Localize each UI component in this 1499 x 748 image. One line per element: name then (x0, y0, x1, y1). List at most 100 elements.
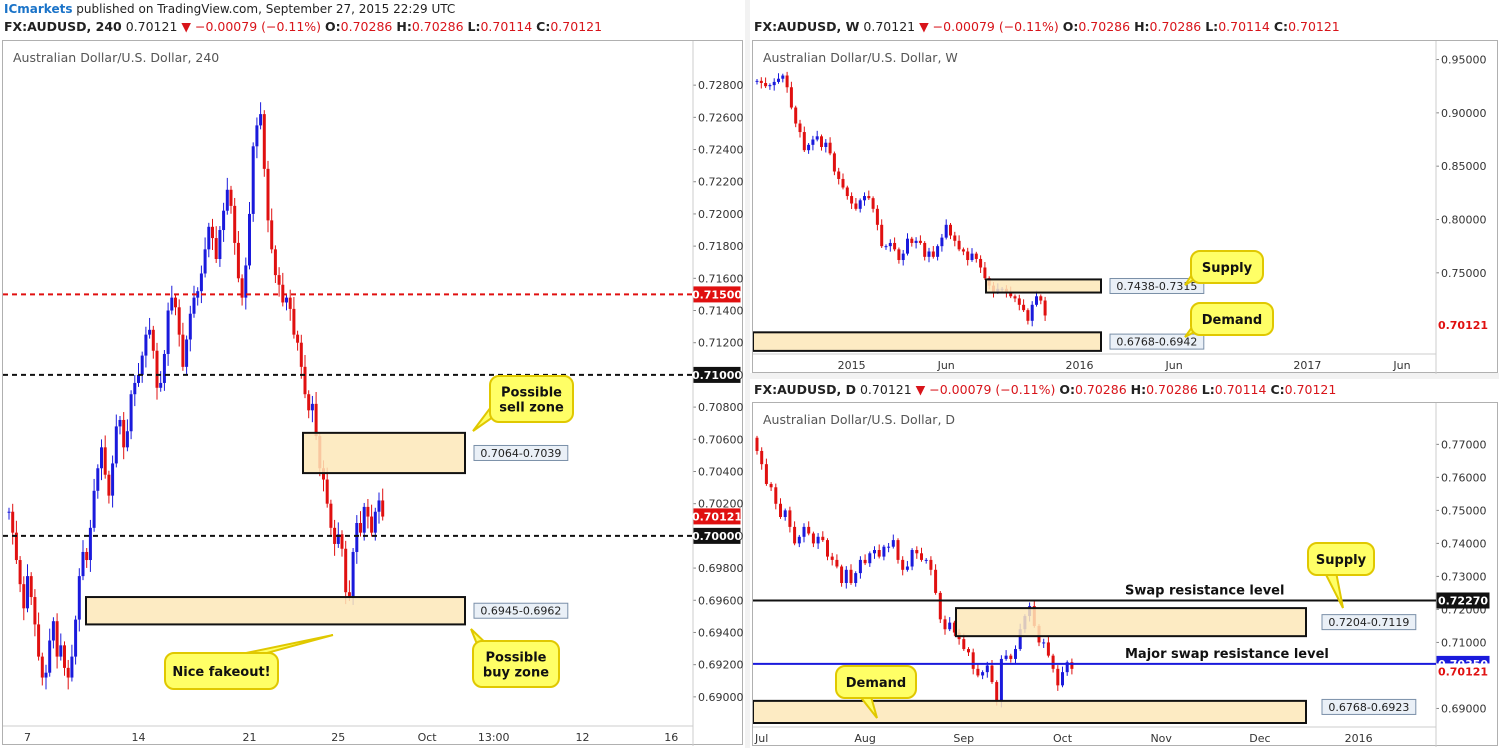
h4-candle-body (74, 619, 78, 657)
h4-candle-body (307, 394, 311, 411)
h4-buy-zone-label: 0.6945-0.6962 (480, 605, 561, 618)
weekly-candle-body (867, 196, 871, 199)
h4-candle-body (262, 114, 266, 169)
h4-candle-body (85, 551, 89, 561)
weekly-candle-body (940, 237, 944, 247)
pane-divider-vertical[interactable] (745, 0, 750, 748)
daily-symbol[interactable]: FX:AUDUSD, D (754, 382, 856, 397)
daily-ytick-label: 0.71000 (1441, 636, 1487, 649)
daily-candle-body (821, 536, 825, 541)
h4-ytick-label: 0.72600 (698, 111, 744, 124)
daily-candle-body (788, 510, 792, 527)
h4-candle-body (70, 656, 74, 678)
h4-chart-svg[interactable]: 0.69000 0.69200 0.69400 0.69600 0.69800 0.700… (3, 41, 744, 746)
weekly-candle-body (961, 249, 965, 252)
h4-candle-body (329, 503, 333, 528)
h4-candle-body (373, 511, 377, 533)
h4-sell-zone-label-bg (473, 444, 569, 461)
weekly-candle-body (772, 81, 776, 86)
weekly-chart[interactable]: 0.700000.750000.800000.850000.900000.950… (752, 40, 1499, 374)
h4-candle-body (125, 431, 129, 448)
h4-candle-body (137, 374, 140, 383)
h4-candle-body (359, 523, 362, 533)
h4-candle-body (196, 291, 200, 298)
h4-ytick-label: 0.69800 (698, 562, 744, 575)
daily-callout-supply-fill (1310, 545, 1372, 573)
weekly-chart-svg[interactable]: 0.700000.750000.800000.850000.900000.950… (753, 41, 1499, 374)
h4-ytick-label: 0.72000 (698, 208, 744, 221)
daily-demand-zone-label-bg (1321, 698, 1417, 715)
weekly-candle-body (918, 240, 922, 243)
pane-divider-horizontal[interactable] (750, 373, 1499, 379)
weekly-candle-body (923, 242, 927, 257)
h4-candle-body (218, 230, 222, 259)
daily-candle-body (967, 649, 970, 653)
h4-callout-fakeout-text: Nice fakeout! (172, 665, 270, 680)
h4-change: ▼ −0.00079 (−0.11%) (181, 19, 322, 34)
h4-candle-body (177, 307, 181, 335)
h4-candle-body (299, 342, 303, 367)
h4-candle-body (192, 297, 196, 314)
h4-xtick-label: 7 (24, 731, 31, 744)
h4-level-tag-bg (693, 366, 741, 383)
daily-candle-body (783, 510, 787, 517)
h4-chart[interactable]: 0.69000 0.69200 0.69400 0.69600 0.69800 0.700… (2, 40, 744, 746)
weekly-symbol[interactable]: FX:AUDUSD, W (754, 19, 860, 34)
weekly-ytick-label: 0.85000 (1441, 160, 1487, 173)
h4-quote-line: FX:AUDUSD, 240 0.70121 ▼ −0.00079 (−0.11… (4, 19, 603, 34)
publish-info: ICmarkets published on TradingView.com, … (4, 2, 455, 16)
daily-candle-body (910, 549, 914, 567)
brand-link[interactable]: ICmarkets (4, 2, 73, 16)
daily-candle-body (1065, 662, 1069, 673)
daily-candle-body (943, 619, 947, 630)
h4-buy-zone-label-bg (473, 602, 569, 619)
daily-supply-zone-label: 0.7204-0.7119 (1328, 616, 1409, 629)
weekly-demand-zone (753, 331, 1102, 352)
h4-candle-body (211, 226, 214, 239)
h4-candle-body (44, 672, 48, 678)
publish-text: published on TradingView.com, September … (76, 2, 456, 16)
weekly-callout-supply-fill (1193, 253, 1261, 281)
daily-xtick-label: Oct (1053, 732, 1073, 745)
weekly-chart-title: Australian Dollar/U.S. Dollar, W (763, 50, 958, 65)
daily-current-price-tag: 0.70121 (1438, 665, 1488, 678)
daily-chart[interactable]: 0.690000.700000.710000.720000.730000.740… (752, 402, 1499, 747)
weekly-candle-body (936, 246, 940, 257)
h4-close: 0.70121 (550, 19, 603, 34)
daily-candle-body (835, 559, 839, 567)
daily-supply-zone (955, 607, 1307, 638)
daily-ytick-label: 0.76000 (1441, 471, 1487, 484)
daily-candle-body (990, 665, 994, 683)
h4-last-price: 0.70121 (125, 19, 178, 34)
h4-candle-body (188, 313, 192, 340)
daily-candle-body (1056, 668, 1060, 686)
h4-candle-body (248, 213, 251, 266)
weekly-xtick-label: Jun (1165, 359, 1183, 372)
h4-candle-body (29, 576, 33, 598)
h4-candle-body (333, 527, 337, 544)
h4-candle-body (77, 576, 81, 620)
h4-candle-body (129, 394, 133, 432)
h4-candle-body (236, 242, 240, 279)
h4-candle-body (259, 114, 263, 126)
weekly-candle-body (841, 178, 845, 188)
h4-candle-body (107, 474, 111, 496)
daily-candle-body (971, 652, 975, 669)
weekly-candle-body (824, 142, 828, 147)
weekly-candle-body (957, 240, 961, 250)
h4-candle-body (103, 447, 107, 475)
weekly-candle-body (914, 240, 918, 243)
h4-symbol[interactable]: FX:AUDUSD, 240 (4, 19, 122, 34)
h4-candle-body (96, 468, 100, 491)
h4-candle-body (40, 656, 44, 678)
h4-xtick-label: Oct (418, 731, 438, 744)
daily-candle-body (873, 549, 876, 554)
h4-candle-body (140, 355, 144, 375)
h4-candle-body (347, 592, 351, 598)
weekly-candle-body (906, 238, 909, 254)
daily-candle-body (999, 658, 1003, 702)
daily-chart-svg[interactable]: 0.690000.700000.710000.720000.730000.740… (753, 403, 1499, 747)
h4-ytick-label: 0.71400 (698, 305, 744, 318)
h4-sell-zone-label: 0.7064-0.7039 (480, 447, 561, 460)
daily-ytick-label: 0.74000 (1441, 537, 1487, 550)
